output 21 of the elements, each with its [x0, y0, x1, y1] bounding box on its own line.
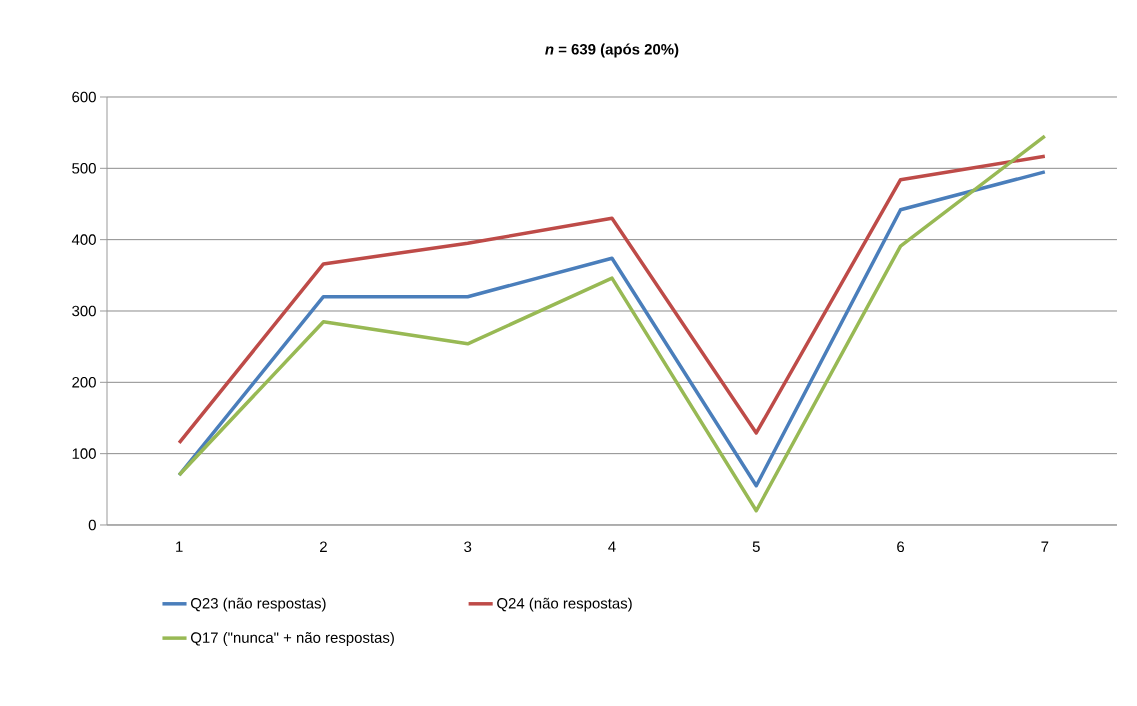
legend-label: Q17 ("nunca" + não respostas): [190, 631, 394, 646]
x-tick-label: 1: [176, 541, 183, 552]
x-tick-label: 5: [752, 541, 760, 552]
y-tick-label: 500: [72, 163, 96, 174]
line-series: [177, 134, 1047, 513]
chart-title: n = 639 (após 20%): [545, 43, 679, 58]
legend-label: Q24 (não respostas): [497, 597, 632, 612]
line-series: [177, 170, 1047, 488]
y-tick-label: 400: [71, 234, 96, 245]
x-tick-label: 6: [897, 541, 905, 553]
x-tick-label: 7: [1041, 541, 1049, 552]
y-tick-label: 100: [72, 448, 96, 459]
x-tick-label: 2: [320, 541, 327, 552]
y-tick-label: 0: [88, 519, 96, 531]
line-series: [177, 154, 1047, 445]
legend-label: Q23 (não respostas): [190, 597, 326, 612]
y-tick-label: 300: [72, 305, 96, 317]
x-tick-label: 4: [608, 541, 616, 552]
y-tick-label: 200: [72, 377, 96, 388]
y-tick-label: 600: [72, 91, 96, 103]
x-tick-label: 3: [464, 541, 472, 553]
